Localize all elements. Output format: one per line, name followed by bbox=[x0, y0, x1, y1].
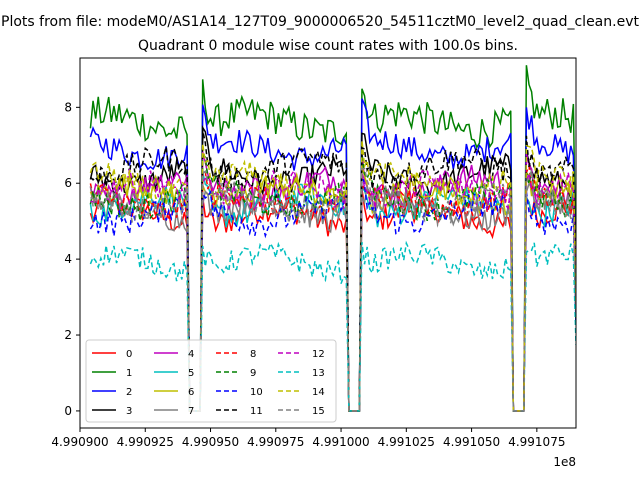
x-tick-label: 4.990900 bbox=[51, 435, 108, 449]
y-tick-label: 4 bbox=[64, 252, 72, 266]
figure-suptitle: Plots from file: modeM0/AS1A14_127T09_90… bbox=[1, 14, 639, 30]
series-line-7 bbox=[90, 182, 576, 412]
legend-label-6: 6 bbox=[188, 387, 194, 398]
x-tick-label: 4.991000 bbox=[312, 435, 369, 449]
legend-label-4: 4 bbox=[188, 349, 194, 360]
legend-box bbox=[85, 339, 337, 423]
x-tick-label: 4.991075 bbox=[508, 435, 565, 449]
x-tick-label: 4.990925 bbox=[117, 435, 174, 449]
chart-title: Quadrant 0 module wise count rates with … bbox=[138, 38, 518, 54]
series-line-1 bbox=[89, 65, 576, 412]
x-tick-label: 4.991025 bbox=[378, 435, 435, 449]
legend-label-2: 2 bbox=[126, 387, 132, 398]
y-tick-label: 6 bbox=[64, 176, 72, 190]
x-offset-label: 1e8 bbox=[553, 455, 576, 469]
x-tick-label: 4.991050 bbox=[443, 435, 500, 449]
legend-label-8: 8 bbox=[250, 349, 256, 360]
legend-label-0: 0 bbox=[126, 349, 132, 360]
legend-label-11: 11 bbox=[250, 406, 263, 417]
y-tick-label: 8 bbox=[64, 100, 72, 114]
plot-frame bbox=[79, 57, 577, 429]
y-tick-label: 0 bbox=[64, 404, 72, 418]
legend-label-9: 9 bbox=[250, 368, 256, 379]
series-line-13 bbox=[89, 240, 576, 412]
legend-label-15: 15 bbox=[312, 406, 325, 417]
legend-label-7: 7 bbox=[188, 406, 194, 417]
series-line-8 bbox=[89, 165, 576, 412]
series-line-11 bbox=[89, 130, 576, 412]
legend-label-10: 10 bbox=[250, 387, 263, 398]
legend-label-12: 12 bbox=[312, 349, 325, 360]
legend-label-13: 13 bbox=[312, 368, 325, 379]
series-line-14 bbox=[89, 140, 576, 412]
series-line-6 bbox=[89, 166, 576, 412]
series-line-12 bbox=[90, 168, 576, 412]
legend-label-5: 5 bbox=[188, 368, 194, 379]
legend-label-1: 1 bbox=[126, 368, 132, 379]
series-line-2 bbox=[89, 98, 576, 412]
y-tick-label: 2 bbox=[64, 328, 72, 342]
series-line-15 bbox=[89, 167, 576, 412]
x-tick-label: 4.990975 bbox=[247, 435, 304, 449]
legend-label-14: 14 bbox=[312, 387, 325, 398]
legend-label-3: 3 bbox=[126, 406, 132, 417]
x-tick-label: 4.990950 bbox=[182, 435, 239, 449]
